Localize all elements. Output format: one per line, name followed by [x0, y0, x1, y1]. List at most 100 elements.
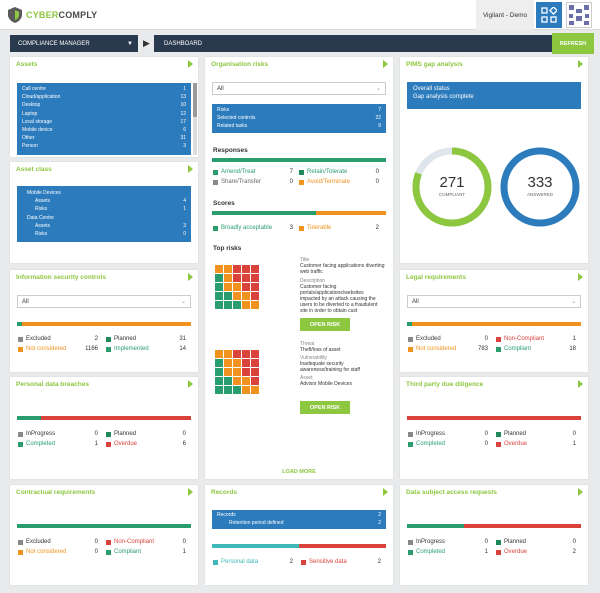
legend-sensitive-data[interactable]: Sensitive data 2 — [301, 559, 381, 565]
legend-not-considered[interactable]: Not considered 1166 — [18, 346, 98, 352]
risks-filter-select[interactable]: All ⌄ — [212, 82, 386, 95]
dsar-bar — [407, 524, 581, 528]
open-risk-button[interactable]: OPEN RISK — [300, 318, 350, 331]
arrow-right-icon[interactable] — [578, 273, 583, 281]
legend-broadly-acceptable[interactable]: Broadly acceptable 3 — [213, 225, 293, 231]
list-item[interactable]: Assets 4 — [35, 198, 186, 205]
list-item[interactable]: Person 3 — [22, 143, 186, 150]
contractual-bar — [17, 524, 191, 528]
load-more-link[interactable]: LOAD MORE — [282, 469, 316, 475]
legend-compliant[interactable]: Compliant 18 — [496, 346, 576, 352]
panel-title: Asset class — [16, 166, 52, 173]
legend-planned[interactable]: Planned 0 — [496, 431, 576, 437]
overall-status-box: Overall status Gap analysis complete — [407, 82, 581, 109]
panel-title: Personal data breaches — [16, 381, 89, 388]
asset-class-panel: Asset class Mobile Devices Assets 4 Risks… — [10, 162, 198, 263]
avatar[interactable] — [566, 2, 592, 28]
brand-comply: COMPLY — [58, 10, 98, 20]
brand-logo[interactable]: CYBERCOMPLY — [8, 6, 97, 24]
apps-button[interactable] — [536, 2, 562, 28]
list-item[interactable]: Related tasks 9 — [217, 123, 381, 130]
legend-completed[interactable]: Completed 1 — [408, 549, 488, 555]
legend-inprogress[interactable]: InProgress 0 — [18, 431, 98, 437]
records-panel: Records Records 2 Retention period define… — [205, 485, 393, 585]
user-name[interactable]: Vigilant - Demo — [476, 0, 534, 30]
panel-title: Organisation risks — [211, 61, 269, 68]
asset-class-list: Mobile Devices Assets 4 Risks 1 Data Centr… — [17, 186, 191, 242]
compliant-ring — [412, 147, 492, 227]
risk-matrix — [215, 265, 259, 309]
legend-completed[interactable]: Completed 0 — [408, 441, 488, 447]
list-item[interactable]: Cloud/application 13 — [22, 94, 186, 101]
arrow-right-icon[interactable] — [188, 273, 193, 281]
section-select[interactable]: COMPLIANCE MANAGER ▼ — [10, 35, 138, 52]
risks-summary: Risks 7 Selected controls 22 Related tasks… — [212, 104, 386, 133]
legend-inprogress[interactable]: InProgress 0 — [408, 539, 488, 545]
arrow-right-icon[interactable] — [578, 488, 583, 496]
legal-filter-select[interactable]: All ⌄ — [407, 295, 581, 308]
legend-completed[interactable]: Completed 1 — [18, 441, 98, 447]
open-risk-button[interactable]: OPEN RISK — [300, 401, 350, 414]
arrow-right-icon[interactable] — [188, 60, 193, 68]
list-item[interactable]: Risks 0 — [35, 231, 186, 238]
refresh-button[interactable]: REFRESH — [552, 33, 594, 54]
list-item[interactable]: Risks 1 — [35, 206, 186, 213]
list-item[interactable]: Other 31 — [22, 135, 186, 142]
legend-not-considered[interactable]: Not considered 783 — [408, 346, 488, 352]
arrow-right-icon[interactable] — [578, 60, 583, 68]
legend-overdue[interactable]: Overdue 1 — [496, 441, 576, 447]
legend-share[interactable]: Share/Transfer 0 — [213, 179, 293, 185]
breaches-bar — [17, 416, 191, 420]
legend-inprogress[interactable]: InProgress 0 — [408, 431, 488, 437]
list-item[interactable]: Assets 3 — [35, 222, 186, 229]
legend-excluded[interactable]: Excluded 0 — [408, 336, 488, 342]
list-item[interactable]: Laptop 12 — [22, 110, 186, 117]
list-item[interactable]: Local storage 17 — [22, 118, 186, 125]
arrow-right-icon[interactable] — [188, 165, 193, 173]
controls-filter-select[interactable]: All ⌄ — [17, 295, 191, 308]
scores-heading: Scores — [213, 200, 235, 207]
section-label: COMPLIANCE MANAGER — [18, 40, 90, 47]
arrow-right-icon[interactable] — [383, 60, 388, 68]
scores-bar — [212, 211, 386, 215]
arrow-right-icon[interactable] — [188, 488, 193, 496]
chevron-right-icon: ▶ — [143, 38, 150, 48]
legend-not-considered[interactable]: Not considered 0 — [18, 549, 98, 555]
scrollbar[interactable] — [193, 83, 197, 155]
legend-personal-data[interactable]: Personal data 2 — [213, 559, 293, 565]
legal-bar — [407, 322, 581, 326]
list-item[interactable]: Retention period defined 2 — [229, 520, 381, 527]
panel-title: Records — [211, 489, 238, 496]
legend-amend[interactable]: Amend/Treat 7 — [213, 169, 293, 175]
information-security-controls-panel: Information security controls All ⌄ Exclu… — [10, 270, 198, 372]
legend-planned[interactable]: Planned 0 — [106, 431, 186, 437]
legend-overdue[interactable]: Overdue 6 — [106, 441, 186, 447]
compliant-label: COMPLIANT — [438, 192, 466, 197]
legend-avoid[interactable]: Avoid/Terminate 0 — [299, 179, 379, 185]
list-item[interactable]: Risks 7 — [217, 107, 381, 114]
arrow-right-icon[interactable] — [188, 380, 193, 388]
legend-excluded[interactable]: Excluded 2 — [18, 336, 98, 342]
legend-non-compliant[interactable]: Non-Compliant 1 — [496, 336, 576, 342]
arrow-right-icon[interactable] — [578, 380, 583, 388]
legend-tolerable[interactable]: Tolerable 2 — [299, 225, 379, 231]
legend-planned[interactable]: Planned 31 — [106, 336, 186, 342]
panel-title: Information security controls — [16, 274, 106, 281]
legend-compliant[interactable]: Compliant 1 — [106, 549, 186, 555]
legend-non-compliant[interactable]: Non-Compliant 0 — [106, 539, 186, 545]
arrow-right-icon[interactable] — [383, 488, 388, 496]
list-item[interactable]: Mobile device 6 — [22, 127, 186, 134]
legend-planned[interactable]: Planned 0 — [496, 539, 576, 545]
legend-implemented[interactable]: Implemented 14 — [106, 346, 186, 352]
legend-overdue[interactable]: Overdue 2 — [496, 549, 576, 555]
legend-excluded[interactable]: Excluded 0 — [18, 539, 98, 545]
group-name: Mobile Devices — [27, 190, 61, 197]
answered-value: 333 — [527, 174, 553, 191]
third-party-due-diligence-panel: Third party due diligence InProgress 0 Pl… — [400, 377, 588, 479]
list-item[interactable]: Desktop 10 — [22, 102, 186, 109]
controls-bar — [17, 322, 191, 326]
legend-retain[interactable]: Retain/Tolerate 0 — [299, 169, 379, 175]
list-item[interactable]: Records 2 — [217, 512, 381, 519]
list-item[interactable]: Call centre 1 — [22, 86, 186, 93]
list-item[interactable]: Selected controls 22 — [217, 115, 381, 122]
